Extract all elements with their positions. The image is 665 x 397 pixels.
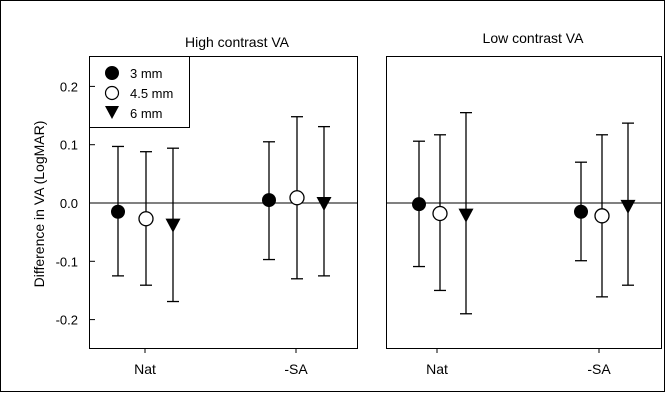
y-tick-label: 0.1	[60, 138, 78, 153]
panel-title-low-contrast: Low contrast VA	[483, 30, 585, 46]
panel-1-marks: Nat -SA	[386, 111, 662, 377]
legend-marker-4-5mm	[104, 85, 120, 101]
legend-marker-3mm	[105, 66, 119, 80]
legend-marker-6mm	[105, 106, 119, 119]
legend-box	[89, 56, 190, 128]
x-tick-label: Nat	[426, 361, 448, 377]
x-tick-label: Nat	[134, 361, 156, 377]
legend-label-3mm: 3 mm	[130, 66, 163, 81]
y-tick-label: -0.1	[56, 254, 78, 269]
data-point	[165, 218, 181, 233]
data-point	[594, 208, 610, 224]
y-tick-label: 0.0	[60, 196, 78, 211]
y-tick-label: 0.2	[60, 79, 78, 94]
panel-0-marks: Nat -SA	[89, 116, 358, 377]
legend-label-4-5mm: 4.5 mm	[130, 86, 173, 101]
data-point	[574, 204, 588, 219]
data-point	[111, 204, 125, 219]
data-point	[620, 199, 636, 214]
panel-title-high-contrast: High contrast VA	[185, 34, 290, 50]
data-point	[458, 208, 474, 223]
data-point	[412, 197, 426, 212]
data-point	[138, 211, 154, 227]
y-tick-label: -0.2	[56, 313, 78, 328]
y-axis: 0.2 0.1 0.0 -0.1 -0.2	[56, 79, 95, 328]
x-tick-label: -SA	[587, 361, 611, 377]
data-point	[289, 190, 305, 206]
legend-label-6mm: 6 mm	[130, 106, 163, 121]
data-point	[432, 205, 448, 222]
x-tick-label: -SA	[284, 361, 308, 377]
data-point	[262, 193, 276, 208]
plot-panels: Nat -SA Nat -SA	[89, 111, 662, 377]
legend: 3 mm 4.5 mm 6 mm	[89, 56, 190, 128]
y-axis-label: Difference in VA (LogMAR)	[31, 121, 47, 288]
data-point	[316, 197, 332, 211]
